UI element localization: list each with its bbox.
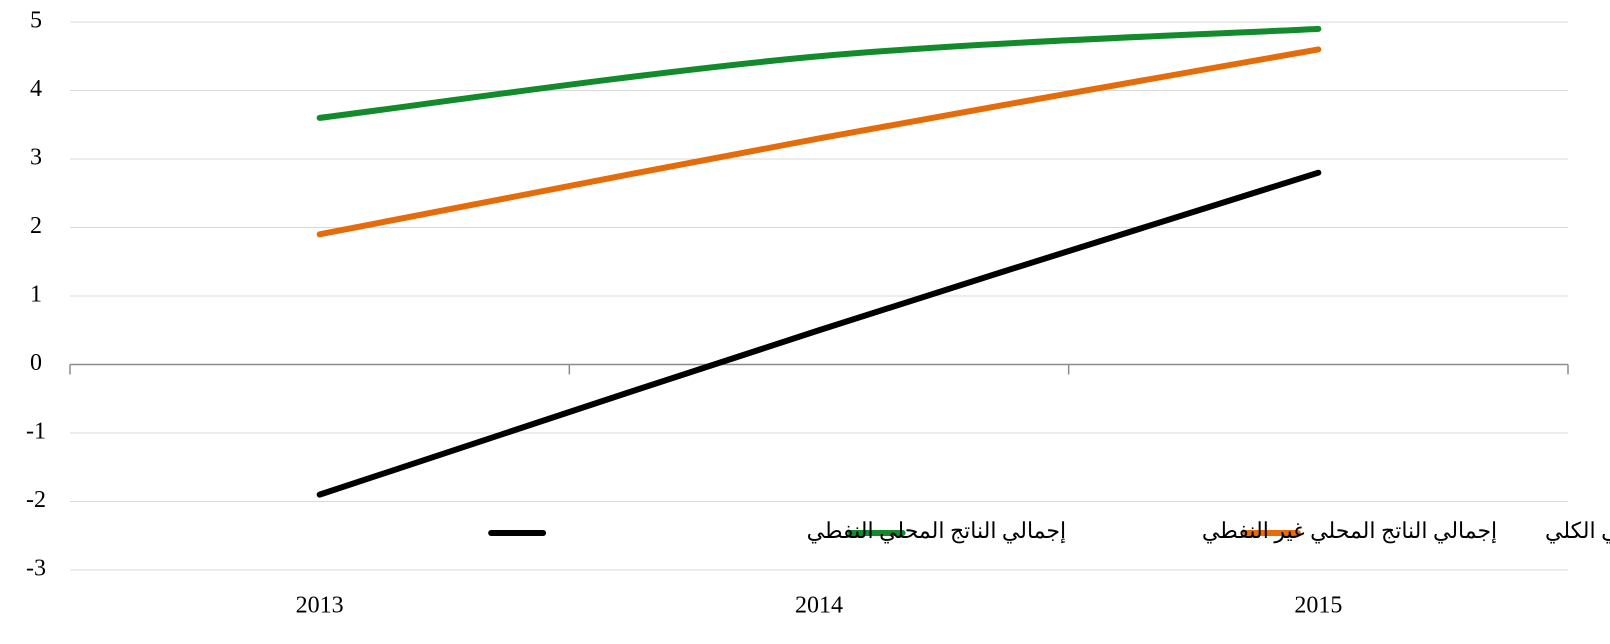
y-tick-label: 3 [30, 145, 42, 171]
legend-label: إجمالي الناتج المحلي الكلي [1545, 518, 1610, 544]
y-tick-label: 5 [30, 8, 42, 34]
legend-label: إجمالي الناتج المحلي غير النفطي [1202, 518, 1497, 544]
y-tick-label: -1 [26, 419, 46, 445]
y-tick-label: 2 [30, 213, 42, 239]
series-line [316, 169, 1322, 498]
y-tick-label: 4 [30, 76, 42, 102]
legend-label: إجمالي الناتج المحلي النفطي [807, 518, 1066, 544]
y-tick-label: 0 [30, 350, 42, 376]
y-tick-label: -3 [26, 556, 46, 582]
x-tick-label: 2015 [1294, 593, 1342, 619]
y-tick-label: -2 [26, 487, 46, 513]
x-tick-label: 2014 [795, 593, 843, 619]
series-line [316, 25, 1322, 121]
x-tick-label: 2013 [296, 593, 344, 619]
y-tick-label: 1 [30, 282, 42, 308]
series-line [316, 46, 1322, 238]
